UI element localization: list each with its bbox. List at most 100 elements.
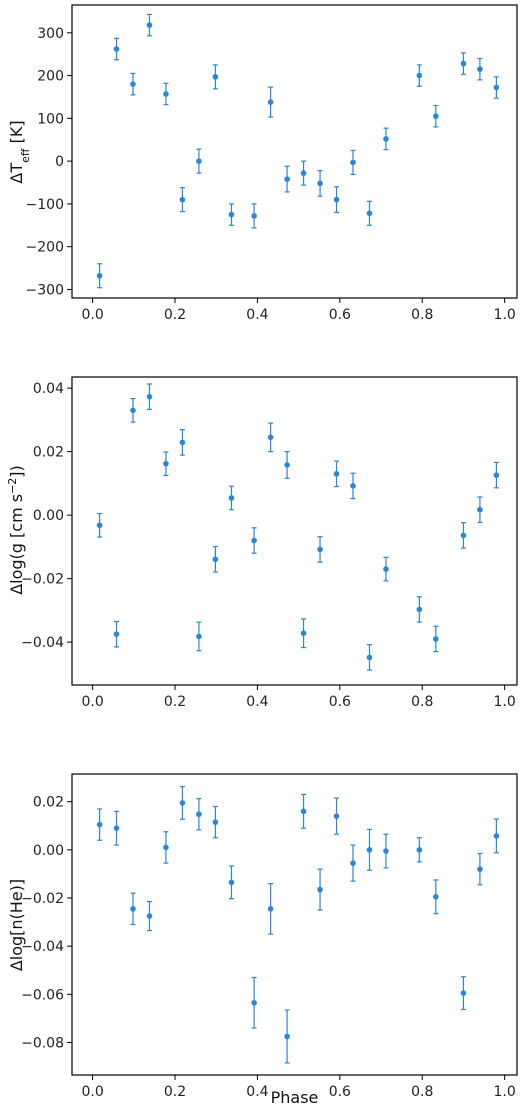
y-tick-label: −100 — [26, 197, 64, 213]
data-point — [130, 397, 136, 423]
y-tick-label: 0.04 — [33, 381, 64, 397]
marker — [350, 860, 356, 866]
data-point — [130, 892, 136, 926]
y-tick-label: 0.02 — [33, 795, 64, 811]
marker — [416, 72, 423, 79]
x-tick-label: 0.6 — [329, 1084, 351, 1100]
y-axis-title: ΔTeff [K] — [7, 120, 32, 183]
data-point — [350, 149, 356, 175]
data-point — [433, 104, 439, 128]
marker — [383, 566, 389, 572]
marker — [333, 196, 340, 203]
data-point — [366, 200, 373, 226]
data-point — [317, 868, 323, 911]
y-tick-label: 0.00 — [33, 508, 64, 524]
marker — [317, 886, 323, 893]
marker — [493, 833, 500, 839]
x-tick-label: 0.0 — [81, 307, 103, 323]
data-point — [146, 13, 153, 37]
data-point — [383, 556, 389, 582]
marker — [113, 46, 120, 52]
marker — [300, 630, 307, 637]
marker — [130, 407, 136, 414]
data-point — [333, 797, 340, 835]
marker — [196, 158, 202, 164]
data-point — [212, 64, 219, 90]
marker — [146, 22, 153, 28]
marker — [493, 84, 500, 91]
marker — [251, 537, 257, 544]
marker — [284, 462, 290, 468]
panel-teff: 0.0 0.2 0.4 0.6 0.8 1.0 −300 −200 −100 0 100 200 300… — [7, 4, 518, 323]
marker — [493, 472, 500, 478]
data-point — [196, 148, 202, 174]
y-tick-label: −300 — [26, 282, 64, 298]
data-point — [212, 805, 219, 839]
marker — [416, 847, 423, 853]
marker — [460, 60, 467, 67]
data-point — [146, 901, 153, 932]
marker — [228, 211, 235, 218]
marker — [366, 654, 373, 661]
data-point — [317, 536, 323, 563]
data-point — [383, 833, 389, 869]
marker — [163, 844, 169, 851]
data-point — [228, 865, 235, 900]
y-tick-label: −0.02 — [21, 572, 64, 588]
data-point — [493, 461, 500, 489]
marker — [433, 894, 439, 900]
data-point — [433, 625, 439, 653]
x-tick-label: 0.4 — [246, 694, 268, 710]
x-tick-label: 0.8 — [411, 1084, 433, 1100]
marker — [267, 906, 274, 912]
data-point — [228, 203, 235, 226]
data-point — [196, 797, 202, 831]
data-point — [493, 76, 500, 99]
data-point — [179, 785, 186, 820]
x-axis-title: Phase — [271, 1088, 319, 1104]
marker — [179, 439, 186, 446]
data-point — [96, 263, 103, 289]
data-point — [163, 831, 169, 864]
data-point — [251, 203, 257, 229]
y-tick-label: −0.04 — [21, 635, 64, 651]
data-point — [163, 82, 169, 106]
marker — [383, 136, 389, 142]
marker — [300, 170, 307, 176]
marker — [163, 460, 169, 467]
marker — [163, 91, 169, 97]
marker — [333, 813, 340, 819]
x-tick-label: 1.0 — [494, 1084, 516, 1100]
marker — [477, 866, 483, 872]
data-point — [477, 57, 483, 81]
y-tick-label: −0.06 — [21, 987, 64, 1003]
data-point — [477, 496, 483, 524]
data-point — [333, 460, 340, 488]
marker — [267, 434, 274, 441]
data-point — [460, 976, 467, 1011]
data-point — [284, 451, 290, 479]
data-point — [179, 187, 186, 213]
data-point — [179, 429, 186, 456]
marker — [130, 81, 136, 87]
panel-logg: 0.0 0.2 0.4 0.6 0.8 1.0 −0.04 −0.02 0.00 0.02 0.04… — [6, 376, 518, 710]
marker — [267, 99, 274, 105]
x-tick-label: 0.0 — [81, 1084, 103, 1100]
data-point — [333, 186, 340, 214]
marker — [333, 471, 340, 477]
marker — [196, 811, 202, 818]
x-tick-label: 1.0 — [494, 694, 516, 710]
marker — [416, 606, 423, 613]
plot-frame — [71, 4, 518, 299]
x-tick-label: 0.6 — [329, 694, 351, 710]
y-tick-label: 0.02 — [33, 445, 64, 461]
data-point — [300, 793, 307, 829]
marker — [251, 213, 257, 219]
marker — [179, 196, 186, 203]
data-point — [366, 644, 373, 671]
y-tick-label: 100 — [37, 111, 64, 127]
data-point — [113, 37, 120, 61]
marker — [433, 113, 439, 120]
data-point — [96, 808, 103, 841]
